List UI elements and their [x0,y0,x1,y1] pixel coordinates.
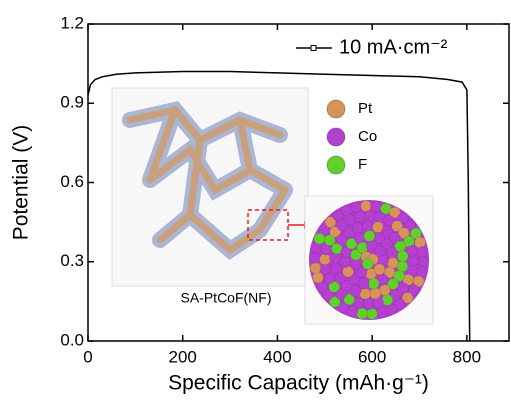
atom [383,266,396,279]
atom [318,224,330,236]
inset-legend-label: F [358,156,367,173]
x-tick-label: 800 [453,347,481,366]
y-tick-label: 0.3 [60,251,84,270]
atom [328,281,340,293]
atom [348,273,361,285]
atom [397,212,409,224]
atom [362,298,374,310]
atom [339,256,351,268]
atom [332,209,344,222]
atom [353,232,366,244]
atom [355,266,368,278]
atom [366,240,378,253]
atom [320,263,332,275]
atom [407,255,419,267]
atom [335,288,347,300]
atom [417,256,429,268]
atom [397,282,409,294]
atom [401,292,414,304]
atom [364,210,376,222]
atom [334,272,346,284]
atom [361,258,374,270]
atom [404,219,417,231]
atom [397,250,409,263]
inset-legend-label: Pt [358,100,373,117]
atom [408,284,420,296]
atom [390,289,402,301]
atom [337,301,349,314]
atom [330,262,342,275]
atom [336,219,348,231]
atom [321,289,334,301]
atom [356,307,368,320]
atom [323,234,336,246]
atom [309,262,322,274]
atom [357,277,370,290]
atom [406,245,418,257]
x-tick-label: 0 [83,347,92,366]
atom [379,284,391,296]
y-tick-label: 1.2 [60,13,84,32]
atom [394,298,406,311]
atom [414,236,426,249]
atom [366,308,378,320]
y-axis-label: Potential (V) [10,125,33,241]
atom [387,278,399,290]
inset-legend-marker [326,127,346,147]
inset-legend-label: Co [358,128,377,145]
legend-marker [310,45,317,51]
structure [122,101,293,261]
atom [343,293,355,306]
atom [329,296,341,308]
inset-legend-marker [326,155,346,175]
atom [345,237,358,250]
atom [372,297,384,309]
x-tick-label: 200 [169,347,197,366]
atom [362,220,374,232]
atom [329,226,341,238]
sphere [309,200,429,320]
atom [367,277,380,290]
atom [312,271,324,284]
atom [389,206,401,219]
legend-label: 10 mA·cm⁻² [339,36,448,58]
atom [309,252,321,264]
atom [324,216,337,228]
x-tick-label: 400 [263,347,291,366]
atom [372,221,384,233]
atom [398,227,410,239]
atom [313,232,326,245]
x-tick-label: 600 [358,347,386,366]
atom [349,285,362,297]
y-tick-label: 0.6 [60,172,84,191]
atom [381,238,393,251]
atom [369,287,381,300]
atom [335,233,348,246]
inset-legend-marker [326,99,346,119]
atom [389,232,401,244]
atom [360,200,372,212]
inset-illustration [111,87,434,325]
atom [373,263,386,276]
atom [329,252,341,265]
atom [391,220,403,232]
atom [370,200,382,213]
atom [386,247,398,259]
x-axis-label: Specific Capacity (mAh·g⁻¹) [168,372,429,395]
atom [381,225,393,238]
atom [363,230,376,242]
atom [340,279,353,292]
series-line [87,70,471,342]
y-tick-label: 0.9 [60,93,84,112]
atom [416,246,429,258]
atom [319,253,331,265]
y-tick-label: 0.0 [60,330,84,349]
annotation: SA-PtCoF(NF) [181,290,272,306]
atom [359,288,371,300]
atom [354,211,366,223]
atom [352,222,364,234]
atom [343,226,355,239]
